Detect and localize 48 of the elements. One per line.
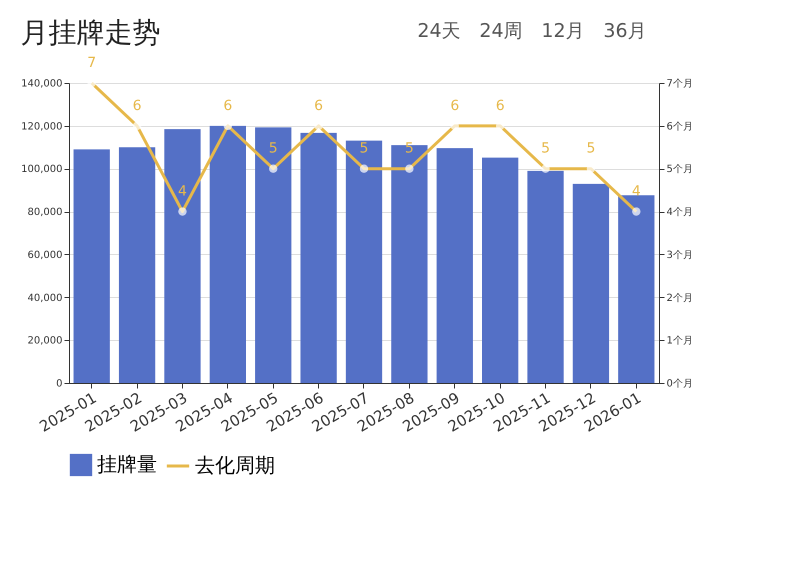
data-label: 4 bbox=[632, 184, 641, 200]
bar bbox=[618, 195, 654, 383]
text: 24周 bbox=[479, 20, 523, 42]
data-label: 6 bbox=[450, 98, 460, 114]
y-tick-label: 0 bbox=[56, 378, 62, 390]
y2-tick-label: 2个月 bbox=[666, 292, 693, 304]
y-tick-label: 60,000 bbox=[28, 250, 62, 261]
y2-tick-label: 6个月 bbox=[666, 120, 693, 132]
y-tick-label: 100,000 bbox=[21, 164, 62, 176]
text: 24天 bbox=[417, 20, 461, 42]
bar bbox=[210, 126, 246, 383]
y-tick-label: 80,000 bbox=[28, 207, 62, 218]
bar bbox=[572, 184, 610, 383]
bar bbox=[527, 170, 564, 383]
bar bbox=[164, 129, 201, 383]
data-label: 7 bbox=[87, 55, 96, 71]
bar bbox=[255, 127, 292, 383]
data-label: 6 bbox=[314, 98, 324, 114]
bar bbox=[346, 140, 382, 383]
data-label: 6 bbox=[223, 98, 232, 114]
bar bbox=[436, 148, 473, 383]
data-label: 5 bbox=[586, 140, 596, 157]
y2-tick-label: 7个月 bbox=[666, 78, 693, 90]
bar bbox=[118, 147, 156, 383]
data-label: 5 bbox=[360, 140, 368, 157]
y2-tick-label: 5个月 bbox=[666, 163, 693, 176]
data-label: 5 bbox=[268, 140, 278, 157]
y2-tick-label: 4个月 bbox=[666, 206, 693, 218]
data-label: 6 bbox=[132, 98, 142, 114]
data-label: 4 bbox=[178, 184, 187, 200]
data-label: 5 bbox=[404, 140, 414, 157]
y-tick-label: 40,000 bbox=[28, 292, 62, 304]
data-label: 6 bbox=[496, 98, 505, 114]
y-tick-label: 20,000 bbox=[28, 336, 62, 347]
y2-tick-label: 3个月 bbox=[666, 248, 693, 261]
bar bbox=[300, 132, 337, 383]
text: 12月 bbox=[541, 20, 585, 42]
legend-label: 去化周期 bbox=[195, 453, 275, 477]
y2-tick-label: 0个月 bbox=[666, 378, 693, 390]
bar bbox=[482, 158, 518, 383]
chart-title: 月挂牌走势 bbox=[20, 16, 161, 49]
legend-label: 挂牌量 bbox=[97, 452, 157, 476]
bar bbox=[74, 149, 110, 383]
data-label: 5 bbox=[541, 140, 550, 157]
y-tick-label: 140,000 bbox=[21, 78, 62, 90]
text: 36月 bbox=[603, 20, 647, 42]
y-tick-label: 120,000 bbox=[21, 121, 62, 132]
y2-tick-label: 1个月 bbox=[666, 334, 693, 347]
